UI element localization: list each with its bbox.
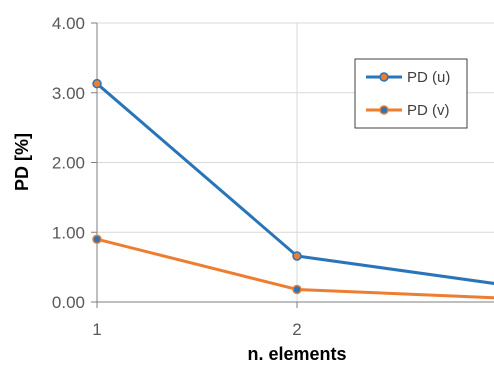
y-tick-label: 0.00 — [52, 293, 85, 312]
x-tick-label: 2 — [292, 320, 301, 339]
data-point-pd-v — [292, 284, 302, 295]
y-tick-label: 1.00 — [52, 223, 85, 242]
legend-box — [354, 58, 468, 129]
x-axis-title: n. elements — [247, 344, 346, 364]
legend-label-pd-v: PD (v) — [407, 102, 450, 119]
x-tick-label: 1 — [92, 320, 101, 339]
y-tick-label: 3.00 — [52, 84, 85, 103]
y-tick-label: 4.00 — [52, 14, 85, 33]
gridlines — [97, 22, 494, 302]
y-tick-labels: 0.00 1.00 2.00 3.00 4.00 — [52, 14, 85, 312]
y-tick-label: 2.00 — [52, 154, 85, 173]
data-point-pd-v — [92, 234, 102, 244]
legend-swatch-marker-pd-v — [379, 105, 389, 115]
axes — [91, 22, 494, 308]
series-group — [92, 78, 494, 300]
data-point-pd-u — [292, 251, 302, 261]
legend: PD (u) PD (v) — [354, 58, 468, 129]
legend-label-pd-u: PD (u) — [407, 69, 450, 86]
y-axis-title: PD [%] — [12, 133, 32, 191]
legend-swatch-marker-pd-u — [379, 72, 389, 82]
data-point-pd-u — [92, 78, 102, 89]
